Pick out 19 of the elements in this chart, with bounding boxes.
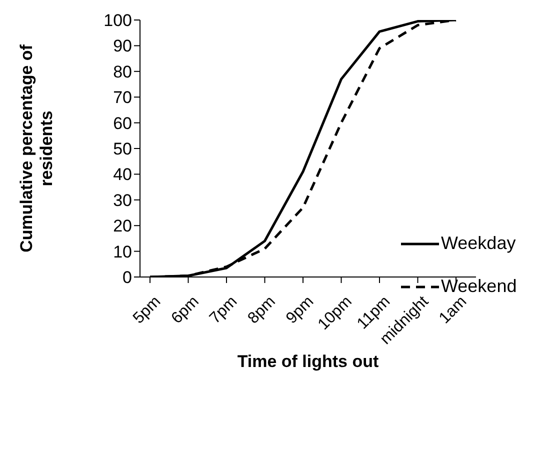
- y-tick-label: 20: [113, 216, 132, 236]
- y-tick-label: 30: [113, 190, 132, 210]
- x-axis-title: Time of lights out: [237, 352, 380, 371]
- y-tick-label: 40: [113, 165, 132, 184]
- y-tick-label: 60: [113, 114, 132, 133]
- y-tick-label: 100: [104, 11, 132, 30]
- y-tick-label: 0: [122, 268, 132, 288]
- x-tick-label: 7pm: [206, 293, 241, 328]
- y-tick-label: 70: [113, 88, 132, 108]
- y-tick-label: 80: [113, 62, 132, 82]
- y-tick-label: 50: [113, 140, 132, 159]
- x-tick-label: 9pm: [283, 293, 318, 328]
- y-tick-label: 90: [113, 36, 132, 56]
- legend-label: Weekday: [441, 233, 516, 254]
- x-tick-label: 8pm: [244, 293, 279, 328]
- y-axis-title: Cumulative percentage of residents: [17, 44, 56, 252]
- x-tick-label: 5pm: [130, 293, 164, 328]
- x-tick-label: 6pm: [168, 293, 202, 328]
- y-tick-label: 10: [113, 242, 132, 262]
